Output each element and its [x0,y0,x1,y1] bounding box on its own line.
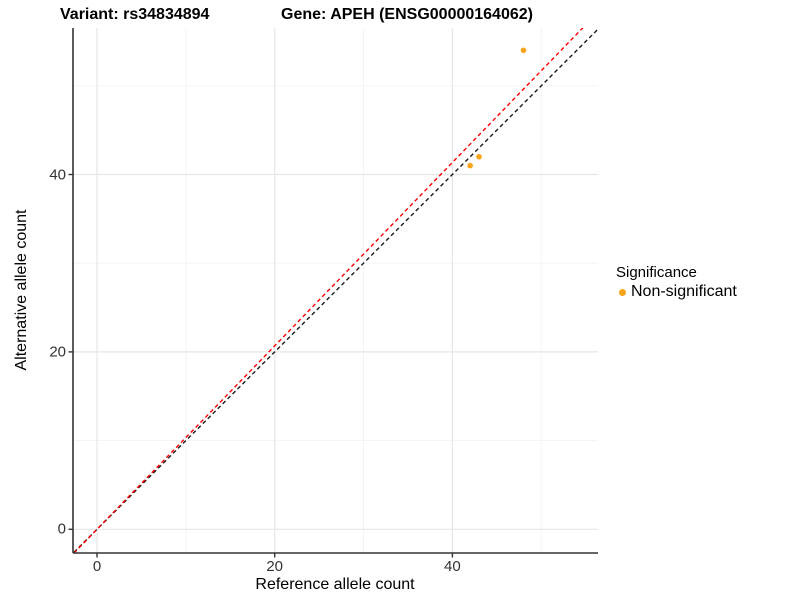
data-point [520,47,527,54]
y-tick-label: 0 [57,520,66,538]
x-tick-label: 40 [444,558,461,575]
identity-line [73,28,598,553]
legend-title: Significance [616,264,697,281]
gene-title: Gene: APEH (ENSG00000164062) [281,6,533,23]
legend-item-label: Non-significant [631,283,737,300]
legend: Significance Non-significant [616,264,737,301]
data-point [476,153,482,160]
x-axis-title: Reference allele count [255,576,415,593]
x-tick-label: 0 [92,558,102,575]
y-tick-label: 20 [49,343,66,361]
point-swatch-icon [619,288,626,296]
x-tick-label: 20 [266,558,284,575]
y-axis-title: Alternative allele count [13,209,30,371]
data-point [467,162,473,169]
y-tick-label: 40 [49,166,66,183]
fit-line [73,28,584,553]
legend-item: Non-significant [616,283,737,301]
variant-title: Variant: rs34834894 [60,6,210,23]
